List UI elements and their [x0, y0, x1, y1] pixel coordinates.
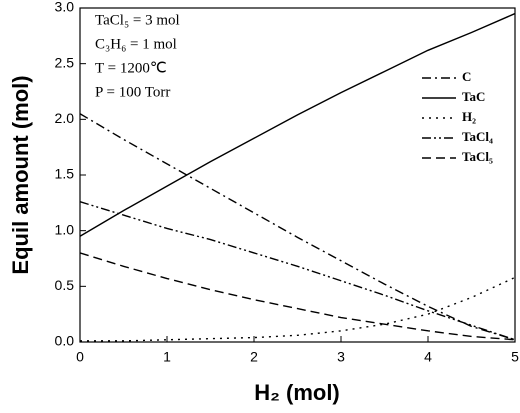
- y-tick-label: 1.0: [55, 221, 75, 237]
- x-axis-label: H₂ (mol): [254, 380, 340, 405]
- series-line: [79, 113, 516, 341]
- y-tick-label: 2.0: [55, 110, 75, 126]
- plot-frame: [79, 7, 516, 343]
- x-tick-label: 4: [424, 349, 432, 365]
- y-tick-label: 0.0: [55, 333, 75, 349]
- x-tick-label: 1: [163, 349, 171, 365]
- series-line: [79, 201, 516, 341]
- annotation: TaCl₅ = 3 mol: [95, 12, 180, 28]
- series-line: [80, 276, 516, 342]
- series-line: [79, 12, 516, 237]
- annotation: C₃H₆ = 1 mol: [95, 36, 177, 52]
- legend-label: C: [462, 69, 471, 84]
- annotation: P = 100 Torr: [95, 84, 170, 100]
- x-tick-label: 2: [250, 349, 258, 365]
- legend-label: TaCl₅: [462, 149, 493, 164]
- y-tick-label: 3.0: [55, 0, 75, 15]
- legend-label: H₂: [462, 109, 476, 124]
- y-axis-label: Equil amount (mol): [8, 75, 33, 274]
- annotation: T = 1200℃: [95, 60, 167, 76]
- x-tick-label: 3: [337, 349, 345, 365]
- series-line: [79, 252, 516, 341]
- legend-label: TaC: [462, 89, 485, 104]
- y-tick-label: 0.5: [55, 277, 75, 293]
- legend-label: TaCl₄: [462, 129, 493, 144]
- y-tick-label: 1.5: [55, 166, 75, 182]
- x-tick-label: 5: [511, 349, 519, 365]
- x-tick-label: 0: [76, 349, 84, 365]
- y-tick-label: 2.5: [55, 54, 75, 70]
